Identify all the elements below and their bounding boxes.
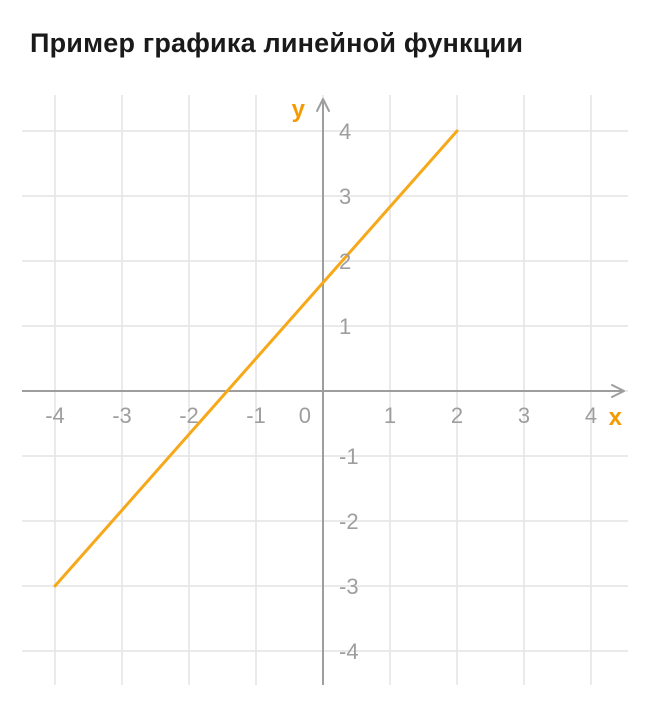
svg-text:3: 3 <box>518 403 530 428</box>
svg-text:-1: -1 <box>339 444 359 469</box>
chart-container: -4 -3 -2 -1 0 1 2 3 4 -4 -3 -2 -1 1 2 3 4 y x <box>22 95 628 685</box>
svg-text:0: 0 <box>299 403 311 428</box>
x-axis-label: x <box>609 404 623 431</box>
svg-text:-1: -1 <box>246 403 266 428</box>
svg-text:-3: -3 <box>339 574 359 599</box>
linear-function-chart: -4 -3 -2 -1 0 1 2 3 4 -4 -3 -2 -1 1 2 3 4 y x <box>22 95 628 685</box>
y-axis-label: y <box>292 96 306 123</box>
svg-text:2: 2 <box>451 403 463 428</box>
svg-text:-4: -4 <box>45 403 65 428</box>
svg-text:4: 4 <box>339 119 351 144</box>
svg-text:-2: -2 <box>179 403 199 428</box>
svg-text:3: 3 <box>339 184 351 209</box>
svg-text:4: 4 <box>585 403 597 428</box>
svg-text:2: 2 <box>339 249 351 274</box>
svg-text:-3: -3 <box>112 403 132 428</box>
svg-text:1: 1 <box>384 403 396 428</box>
svg-text:-4: -4 <box>339 639 359 664</box>
svg-text:-2: -2 <box>339 509 359 534</box>
chart-title: Пример графика линейной функции <box>30 28 523 59</box>
svg-text:1: 1 <box>339 314 351 339</box>
